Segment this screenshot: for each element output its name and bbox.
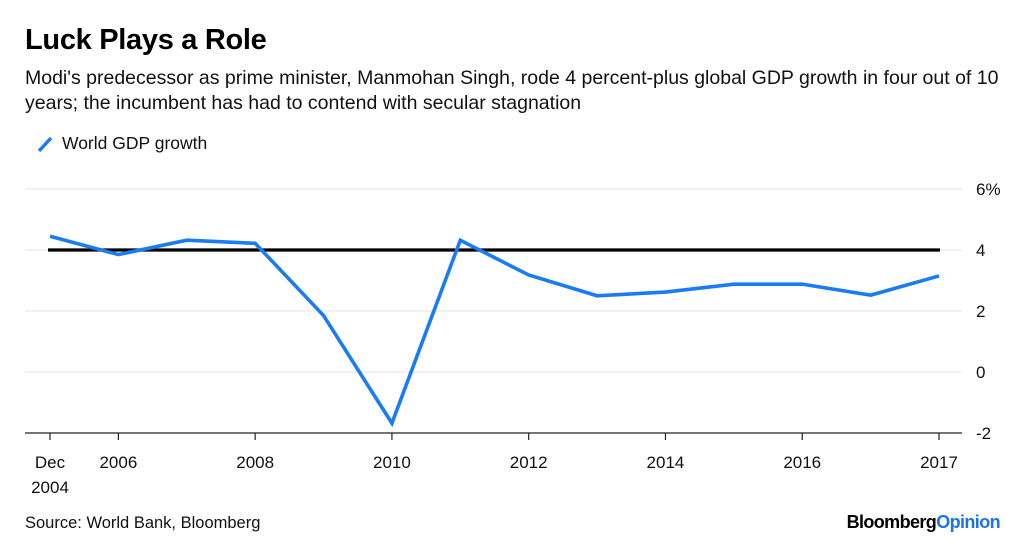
x-tick-label: 2004 [31, 478, 69, 497]
x-tick-label: 2006 [99, 453, 137, 472]
gridlines [25, 188, 962, 373]
x-tick-label: 2010 [373, 453, 411, 472]
source-note: Source: World Bank, Bloomberg [25, 514, 261, 532]
chart-title: Luck Plays a Role [25, 24, 267, 56]
x-axis: Dec 2004 2006 2008 2010 2012 2014 2016 2017 [25, 432, 962, 497]
y-tick-label: 0 [976, 363, 985, 382]
series [49, 234, 940, 428]
legend-line-icon [37, 136, 53, 152]
x-tick-label: 2016 [783, 453, 821, 472]
brand-bloomberg: Bloomberg [846, 512, 937, 532]
legend: World GDP growth [36, 133, 207, 154]
x-tick-label: 2008 [236, 453, 274, 472]
brand-logo: BloombergOpinion [846, 512, 1001, 533]
y-tick-label: -2 [976, 424, 991, 443]
series-line-world-gdp-growth [49, 234, 940, 428]
legend-label: World GDP growth [62, 133, 208, 153]
y-tick-label: 2 [976, 302, 985, 321]
brand-opinion: Opinion [936, 512, 1000, 532]
y-tick-label: 4 [976, 241, 985, 260]
y-axis-labels: 6% 4 2 0 -2 [976, 180, 1001, 443]
x-tick-label: 2012 [510, 453, 548, 472]
x-tick-label: 2014 [647, 453, 685, 472]
x-tick-label: Dec [35, 453, 66, 472]
chart-subtitle: Modi's predecessor as prime minister, Ma… [25, 67, 999, 114]
x-tick-label: 2017 [920, 453, 958, 472]
y-tick-label: 6% [976, 180, 1001, 199]
